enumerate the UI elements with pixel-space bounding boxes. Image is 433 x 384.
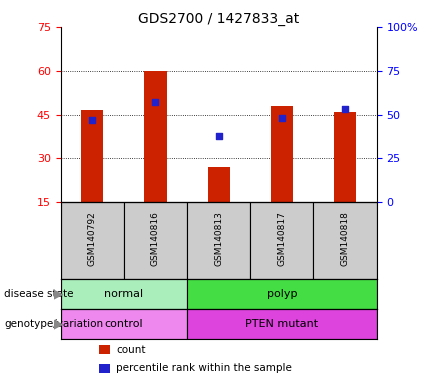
- Text: ▶: ▶: [54, 318, 64, 331]
- Text: GSM140816: GSM140816: [151, 212, 160, 266]
- Text: GSM140813: GSM140813: [214, 212, 223, 266]
- Bar: [144, 71, 167, 202]
- Bar: [61, 202, 124, 279]
- Text: normal: normal: [104, 289, 143, 299]
- Bar: [187, 202, 250, 279]
- Bar: [61, 309, 187, 339]
- Text: genotype/variation: genotype/variation: [4, 319, 103, 329]
- Text: control: control: [104, 319, 143, 329]
- Bar: [187, 279, 377, 309]
- Text: percentile rank within the sample: percentile rank within the sample: [116, 363, 292, 374]
- Bar: [61, 279, 187, 309]
- Bar: [99, 364, 110, 373]
- Text: ▶: ▶: [54, 287, 64, 300]
- Point: [215, 132, 222, 139]
- Text: GSM140817: GSM140817: [278, 212, 286, 266]
- Bar: [187, 309, 377, 339]
- Bar: [313, 202, 377, 279]
- Text: count: count: [116, 345, 145, 355]
- Point: [152, 99, 159, 105]
- Bar: [334, 112, 356, 202]
- Bar: [99, 345, 110, 354]
- Title: GDS2700 / 1427833_at: GDS2700 / 1427833_at: [138, 12, 299, 26]
- Bar: [124, 202, 187, 279]
- Text: PTEN mutant: PTEN mutant: [246, 319, 318, 329]
- Bar: [271, 106, 293, 202]
- Point: [278, 115, 285, 121]
- Bar: [250, 202, 313, 279]
- Bar: [81, 110, 103, 202]
- Text: polyp: polyp: [267, 289, 297, 299]
- Bar: [207, 167, 230, 202]
- Point: [342, 106, 349, 113]
- Text: GSM140792: GSM140792: [88, 212, 97, 266]
- Point: [89, 117, 96, 123]
- Text: GSM140818: GSM140818: [341, 212, 349, 266]
- Text: disease state: disease state: [4, 289, 74, 299]
